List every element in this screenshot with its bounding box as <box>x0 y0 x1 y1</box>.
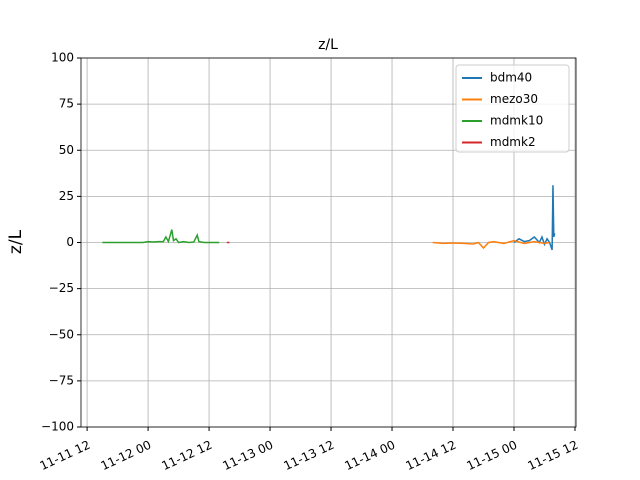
line-series <box>432 239 550 250</box>
y-tick-label: 75 <box>59 97 74 111</box>
y-tick-label: −25 <box>49 281 74 295</box>
legend-label: bdm40 <box>490 71 532 85</box>
y-axis-label: z/L <box>6 229 26 254</box>
y-tick-label: 0 <box>66 235 74 249</box>
y-tick-label: 50 <box>59 143 74 157</box>
legend-label: mdmk10 <box>490 114 543 128</box>
line-series <box>102 229 220 244</box>
y-tick-label: 25 <box>59 189 74 203</box>
y-tick-label: 100 <box>51 51 74 65</box>
chart-title: z/L <box>318 37 338 53</box>
legend-label: mdmk2 <box>490 135 536 149</box>
legend-label: mezo30 <box>490 92 538 106</box>
y-tick-label: −75 <box>49 373 74 387</box>
legend: bdm40 mezo30 mdmk10 mdmk2 <box>455 64 570 153</box>
y-tick-label: −100 <box>41 420 74 434</box>
y-tick-label: −50 <box>49 327 74 341</box>
legend-box <box>455 64 570 153</box>
line-series <box>513 185 556 251</box>
plot-frame <box>80 57 577 428</box>
